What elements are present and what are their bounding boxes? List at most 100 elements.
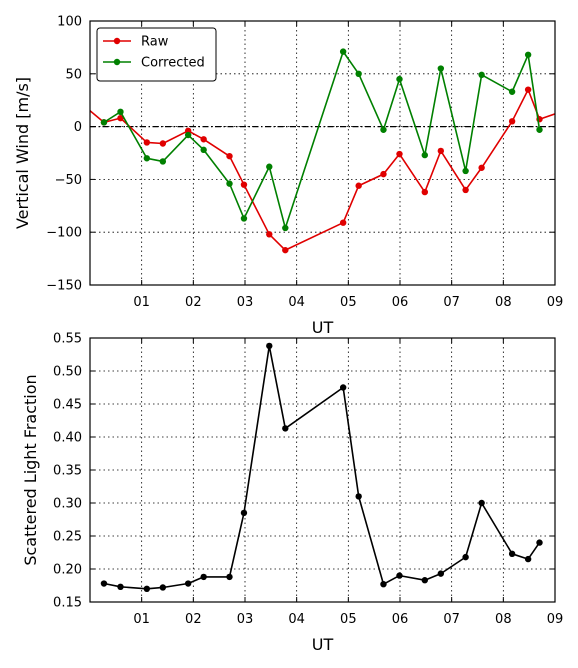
data-point-raw	[478, 164, 485, 171]
data-point-corrected	[100, 119, 108, 126]
x-tick-label: 02	[185, 295, 202, 310]
data-point	[100, 580, 108, 587]
data-point-corrected	[462, 167, 469, 175]
y-tick-label: 0.35	[53, 464, 82, 479]
data-point-corrected	[355, 70, 362, 78]
data-point-corrected	[226, 180, 233, 187]
x-tick-label: 01	[133, 612, 150, 627]
data-point	[159, 584, 167, 591]
data-point-corrected	[200, 146, 207, 154]
y-axis-label: Vertical Wind [m/s]	[13, 77, 32, 229]
y-tick-label: 50	[65, 67, 82, 82]
data-point-corrected	[437, 65, 445, 72]
y-tick-label: 0	[74, 120, 82, 135]
data-point-raw	[437, 147, 445, 155]
data-point-raw	[508, 118, 516, 125]
x-tick-label: 07	[443, 295, 460, 310]
y-tick-label: 0.30	[53, 497, 82, 512]
data-point-raw	[240, 181, 248, 188]
data-point-corrected	[536, 126, 543, 133]
data-point-corrected	[117, 108, 124, 116]
x-tick-label: 08	[495, 295, 512, 310]
x-tick-label: 03	[237, 612, 254, 627]
chart-2: 01 02 03 04 05 06 07 08 09 0.15 0.20 0.25 0.30 0.35 0.…	[21, 332, 563, 655]
data-point-raw	[117, 114, 124, 122]
plot-frame	[89, 20, 556, 286]
x-tick-label: 05	[340, 295, 357, 310]
x-tick-label: 04	[288, 612, 305, 627]
y-axis-label: Scattered Light Fraction	[21, 374, 40, 565]
data-point	[184, 580, 192, 587]
data-point	[462, 553, 469, 561]
data-point-raw	[524, 86, 532, 93]
y-tick-label: 0.20	[53, 563, 82, 578]
data-point-raw	[462, 186, 469, 194]
y-tick-label: 0.45	[53, 398, 82, 413]
x-tick-label: 04	[288, 295, 305, 310]
data-point-corrected	[478, 71, 485, 79]
y-tick-label: 0.15	[53, 596, 82, 611]
data-point-corrected	[339, 48, 347, 55]
data-point	[536, 539, 543, 546]
series-line	[103, 345, 541, 590]
data-point	[282, 425, 289, 432]
y-tick-label: 0.25	[53, 530, 82, 545]
data-point-corrected	[282, 224, 289, 232]
data-point	[117, 583, 124, 591]
x-tick-label: 07	[443, 612, 460, 627]
data-point	[380, 580, 387, 588]
x-tick-label: 01	[133, 295, 150, 310]
data-point	[339, 384, 347, 391]
chart-1: 01 02 03 04 05 06 07 08 09 −150 −100 −50 0 50 100 UT Ver…	[13, 15, 563, 338]
data-point-raw	[282, 246, 289, 254]
data-point	[240, 509, 248, 517]
legend-marker	[113, 58, 121, 66]
x-tick-label: 09	[547, 612, 564, 627]
x-tick-label: 06	[392, 612, 409, 627]
data-point-raw	[200, 136, 207, 143]
data-point-corrected	[508, 88, 516, 95]
data-point	[396, 572, 403, 579]
y-tick-label: 0.55	[53, 332, 82, 347]
plot-frame	[89, 337, 556, 603]
legend-label: Raw	[141, 35, 169, 50]
data-point	[437, 570, 445, 577]
data-point-corrected	[266, 163, 273, 170]
data-point	[143, 585, 151, 592]
data-point-raw	[143, 139, 151, 146]
x-axis-label: UT	[312, 635, 334, 654]
data-point-corrected	[421, 151, 428, 159]
x-tick-label: 05	[340, 612, 357, 627]
x-tick-label: 02	[185, 612, 202, 627]
legend: Raw Corrected	[96, 27, 217, 82]
data-point	[508, 550, 516, 558]
y-tick-label: 0.50	[53, 365, 82, 380]
x-tick-label: 08	[495, 612, 512, 627]
x-tick-label: 03	[237, 295, 254, 310]
data-point-corrected	[159, 158, 167, 165]
data-point-raw	[421, 188, 428, 196]
data-point-raw	[396, 150, 403, 158]
data-point-corrected	[524, 51, 532, 58]
data-point	[421, 577, 428, 584]
data-point-corrected	[143, 155, 151, 162]
y-tick-label: −150	[46, 279, 82, 294]
data-point-corrected	[184, 131, 192, 139]
legend-label: Corrected	[141, 56, 205, 71]
data-point-raw	[380, 170, 387, 178]
x-axis-label: UT	[312, 318, 334, 337]
x-tick-label: 06	[392, 295, 409, 310]
data-point-corrected	[240, 215, 248, 222]
y-tick-label: 100	[57, 15, 82, 30]
data-point-raw	[159, 140, 167, 147]
data-point	[524, 555, 532, 563]
legend-marker	[113, 37, 121, 45]
y-tick-label: −100	[46, 226, 82, 241]
data-point-raw	[226, 152, 233, 160]
y-tick-label: 0.40	[53, 431, 82, 446]
data-point	[355, 493, 362, 500]
data-point-corrected	[380, 126, 387, 133]
data-point-raw	[266, 231, 273, 238]
y-tick-label: −50	[55, 173, 82, 188]
